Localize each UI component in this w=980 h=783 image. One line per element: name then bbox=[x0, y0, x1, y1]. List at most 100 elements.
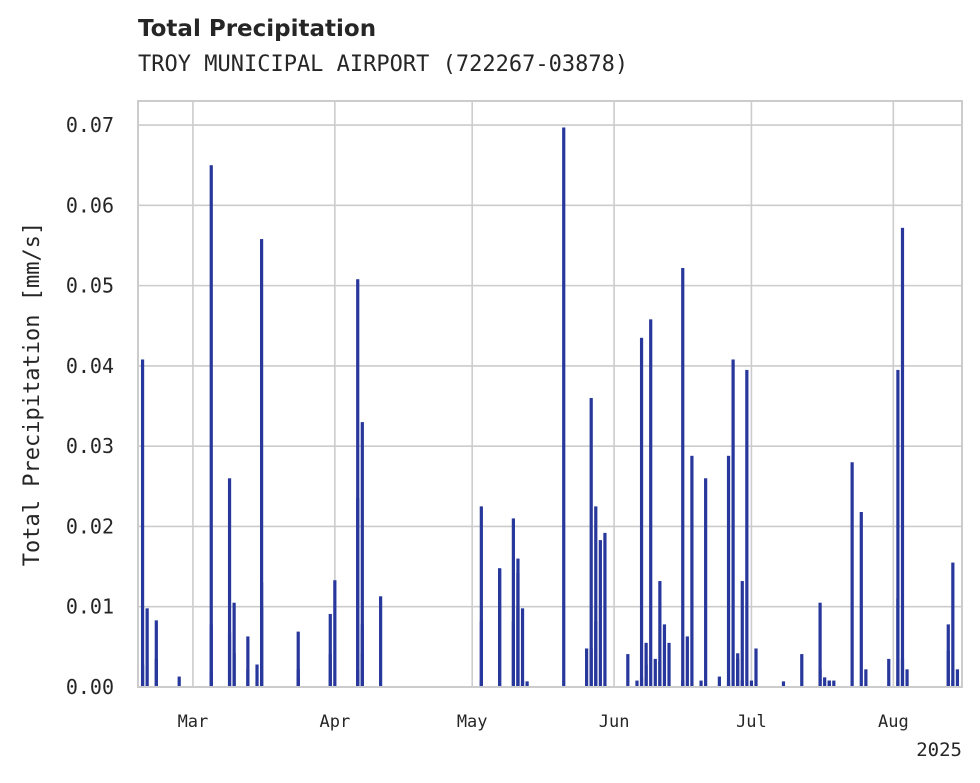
precip-bar bbox=[896, 598, 900, 687]
precip-bar bbox=[946, 624, 950, 687]
grid-lines bbox=[138, 101, 962, 688]
precip-bar bbox=[740, 581, 744, 687]
precip-bar bbox=[955, 669, 960, 687]
precip-bar bbox=[662, 624, 667, 687]
precip-bar bbox=[864, 669, 868, 687]
precip-bar bbox=[259, 608, 264, 687]
precip-bar bbox=[232, 602, 236, 687]
precip-bar bbox=[246, 669, 250, 687]
y-axis-ticks: 0.00 0.01 0.02 0.03 0.04 0.05 0.06 0.07 bbox=[66, 113, 114, 699]
precip-bar bbox=[905, 669, 909, 687]
y-tick-label: 0.04 bbox=[66, 354, 114, 378]
precip-bar bbox=[635, 680, 639, 687]
precip-bar bbox=[154, 620, 158, 687]
precip-bar bbox=[520, 608, 525, 687]
precip-bar bbox=[818, 669, 822, 687]
precip-bar bbox=[603, 532, 607, 687]
precip-bar bbox=[685, 636, 689, 687]
precip-bar bbox=[626, 654, 630, 687]
x-tick-label: Jun bbox=[599, 712, 630, 732]
precip-bar bbox=[479, 680, 483, 687]
precip-bar bbox=[232, 653, 236, 687]
chart-title: Total Precipitation bbox=[138, 16, 377, 42]
precip-bar bbox=[726, 455, 731, 687]
precip-bar bbox=[658, 581, 662, 687]
x-tick-label: Mar bbox=[178, 712, 209, 732]
precip-bar bbox=[296, 631, 300, 687]
precip-bar bbox=[246, 636, 250, 687]
precip-bar bbox=[658, 661, 662, 687]
precip-bar bbox=[667, 642, 671, 687]
x-axis-ticks: Mar Apr May Jun Jul Aug bbox=[178, 712, 909, 732]
precip-bar bbox=[227, 478, 232, 687]
precip-bar bbox=[896, 369, 900, 687]
precip-bar bbox=[356, 279, 360, 687]
y-tick-label: 0.02 bbox=[66, 514, 114, 538]
precip-bar bbox=[717, 676, 721, 687]
precip-bar bbox=[823, 677, 827, 687]
precip-bar bbox=[209, 624, 213, 687]
x-tick-label: Aug bbox=[878, 712, 909, 732]
x-tick-label: Apr bbox=[319, 712, 350, 732]
precip-bar bbox=[520, 680, 525, 687]
precip-bar bbox=[498, 568, 502, 687]
plot-frame bbox=[137, 100, 963, 688]
precip-bar bbox=[850, 462, 854, 687]
precip-bar bbox=[594, 621, 598, 687]
precip-bar bbox=[296, 677, 300, 687]
bar-series bbox=[140, 127, 960, 687]
precip-bar bbox=[681, 680, 685, 687]
precip-bar bbox=[736, 653, 740, 687]
precip-bar bbox=[209, 165, 213, 687]
precip-bar bbox=[653, 658, 657, 687]
precip-bar bbox=[731, 359, 735, 687]
precip-bar bbox=[562, 127, 566, 687]
y-tick-label: 0.07 bbox=[66, 113, 114, 137]
precip-bar bbox=[598, 540, 602, 687]
precip-bar bbox=[589, 398, 593, 687]
precip-bar bbox=[726, 680, 731, 687]
precip-bar bbox=[594, 506, 598, 687]
precip-bar bbox=[951, 562, 955, 687]
precip-bar bbox=[479, 506, 483, 687]
precip-bar bbox=[333, 580, 337, 687]
precip-bar bbox=[255, 664, 259, 687]
precip-bar bbox=[690, 455, 694, 687]
precip-bar bbox=[511, 518, 515, 687]
precip-bar bbox=[745, 369, 749, 687]
y-axis-label: Total Precipitation [mm/s] bbox=[20, 222, 45, 566]
precip-bar bbox=[832, 680, 836, 687]
precip-bar bbox=[749, 680, 754, 687]
chart-subtitle: TROY MUNICIPAL AIRPORT (722267-03878) bbox=[138, 52, 629, 77]
precip-bar bbox=[827, 680, 831, 687]
y-tick-label: 0.01 bbox=[66, 595, 114, 619]
precip-bar bbox=[900, 227, 905, 687]
precip-bar bbox=[360, 422, 364, 687]
precip-bar bbox=[516, 608, 520, 687]
precip-bar bbox=[525, 681, 529, 687]
precip-bar bbox=[699, 680, 703, 687]
precip-bar bbox=[140, 359, 145, 687]
x-tick-label: Jul bbox=[736, 712, 767, 732]
precip-bar bbox=[328, 613, 332, 687]
precip-bar bbox=[259, 239, 264, 687]
y-tick-label: 0.05 bbox=[66, 274, 114, 298]
precip-bar bbox=[800, 654, 804, 687]
precip-bar bbox=[887, 658, 891, 687]
precip-bar bbox=[328, 654, 332, 687]
precip-bar bbox=[585, 648, 589, 687]
precip-bar bbox=[818, 602, 822, 687]
precip-bar bbox=[754, 648, 758, 687]
x-axis-year-label: 2025 bbox=[916, 739, 962, 761]
y-tick-label: 0.00 bbox=[66, 675, 114, 699]
precip-bar bbox=[379, 596, 383, 687]
y-tick-label: 0.06 bbox=[66, 193, 114, 217]
y-tick-label: 0.03 bbox=[66, 434, 114, 458]
precip-bar bbox=[681, 267, 685, 687]
precip-bar bbox=[209, 672, 213, 687]
precip-bar bbox=[639, 337, 644, 687]
precip-bar bbox=[704, 478, 708, 687]
precip-bar bbox=[740, 680, 744, 687]
precip-bar bbox=[511, 621, 515, 687]
